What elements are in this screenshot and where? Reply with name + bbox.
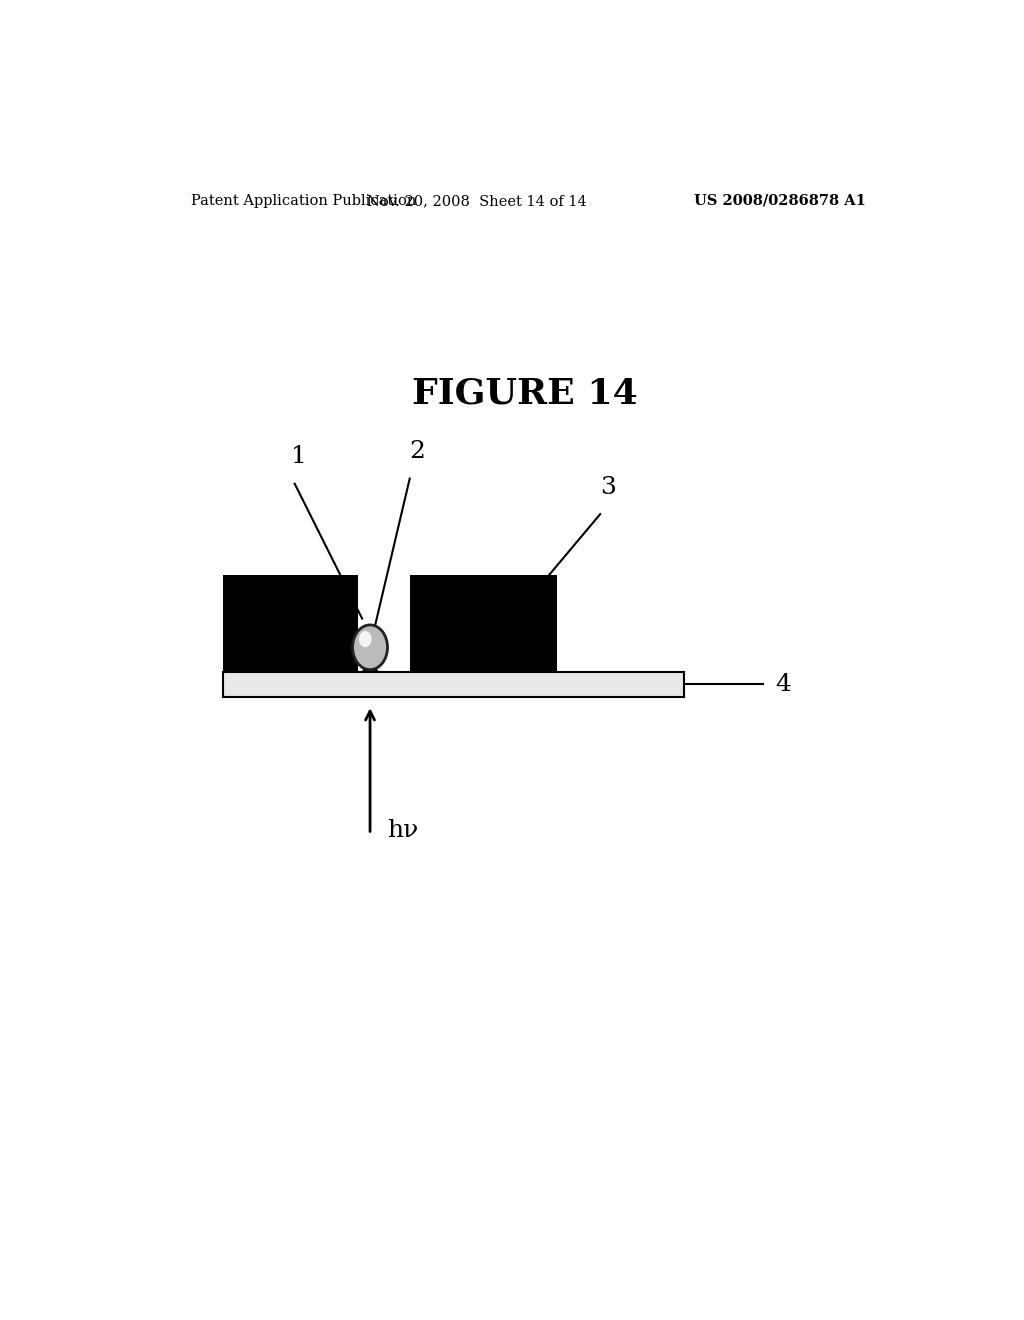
- Text: Patent Application Publication: Patent Application Publication: [191, 194, 417, 209]
- Text: 2: 2: [410, 441, 426, 463]
- Text: hν: hν: [387, 818, 419, 842]
- Text: 1: 1: [291, 445, 306, 469]
- Text: Nov. 20, 2008  Sheet 14 of 14: Nov. 20, 2008 Sheet 14 of 14: [368, 194, 587, 209]
- Text: 3: 3: [600, 477, 616, 499]
- Circle shape: [352, 624, 387, 669]
- Bar: [223, 672, 684, 697]
- Text: 4: 4: [775, 673, 791, 696]
- Text: US 2008/0286878 A1: US 2008/0286878 A1: [694, 194, 866, 209]
- Bar: [410, 576, 557, 672]
- Text: FIGURE 14: FIGURE 14: [412, 378, 638, 411]
- Circle shape: [359, 631, 372, 647]
- Bar: [223, 576, 358, 672]
